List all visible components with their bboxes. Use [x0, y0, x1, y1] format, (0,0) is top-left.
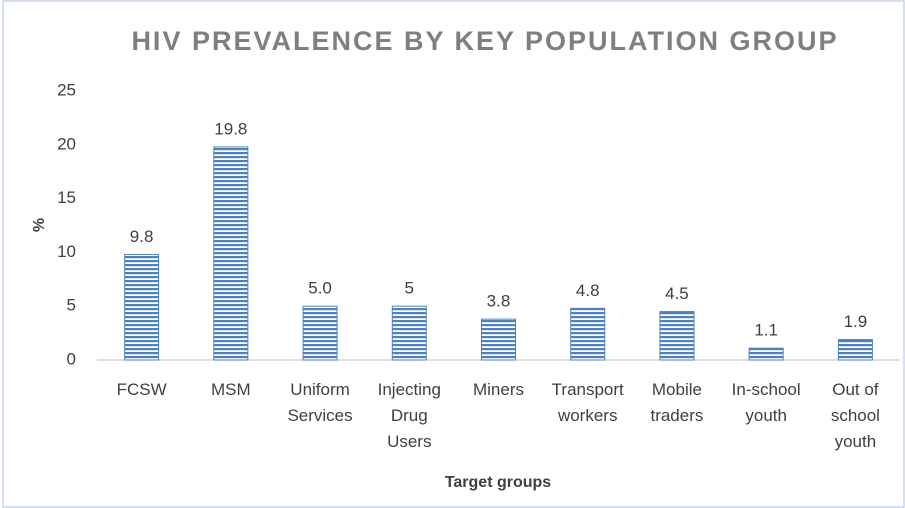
x-tick-label: Uniform Services	[287, 380, 352, 425]
data-label: 4.5	[665, 284, 689, 303]
y-axis-title: %	[31, 218, 48, 232]
data-label: 3.8	[487, 292, 511, 311]
bar	[570, 307, 606, 361]
y-tick-label: 20	[57, 134, 76, 153]
bar	[837, 339, 873, 361]
data-label: 5	[405, 279, 414, 298]
data-label: 5.0	[308, 279, 332, 298]
x-tick-label: MSM	[211, 380, 251, 399]
bar	[659, 311, 695, 361]
y-tick-label: 10	[57, 242, 76, 261]
data-label: 1.9	[844, 312, 868, 331]
chart-title: HIV PREVALENCE BY KEY POPULATION GROUP	[131, 26, 838, 56]
x-tick-label: Injecting Drug Users	[378, 380, 441, 451]
y-tick-label: 5	[67, 296, 76, 315]
x-tick-label: Mobile traders	[650, 380, 703, 425]
x-axis-title: Target groups	[445, 474, 551, 491]
bar	[213, 146, 249, 361]
data-label: 1.1	[754, 321, 778, 340]
x-tick-label: Transport workers	[552, 380, 624, 425]
bar	[124, 254, 160, 361]
x-tick-label: In-school youth	[732, 380, 801, 425]
y-tick-label: 0	[67, 349, 76, 368]
data-label: 4.8	[576, 281, 600, 300]
y-tick-label: 25	[57, 80, 76, 99]
y-tick-label: 15	[57, 188, 76, 207]
bar	[391, 305, 427, 361]
bar	[748, 347, 784, 361]
x-tick-label: FCSW	[117, 380, 167, 399]
bar	[302, 305, 338, 361]
data-label: 9.8	[130, 227, 154, 246]
bar	[481, 318, 516, 361]
x-tick-label: Out of school youth	[831, 380, 880, 451]
x-tick-label: Miners	[473, 380, 524, 399]
data-label: 19.8	[214, 119, 247, 138]
